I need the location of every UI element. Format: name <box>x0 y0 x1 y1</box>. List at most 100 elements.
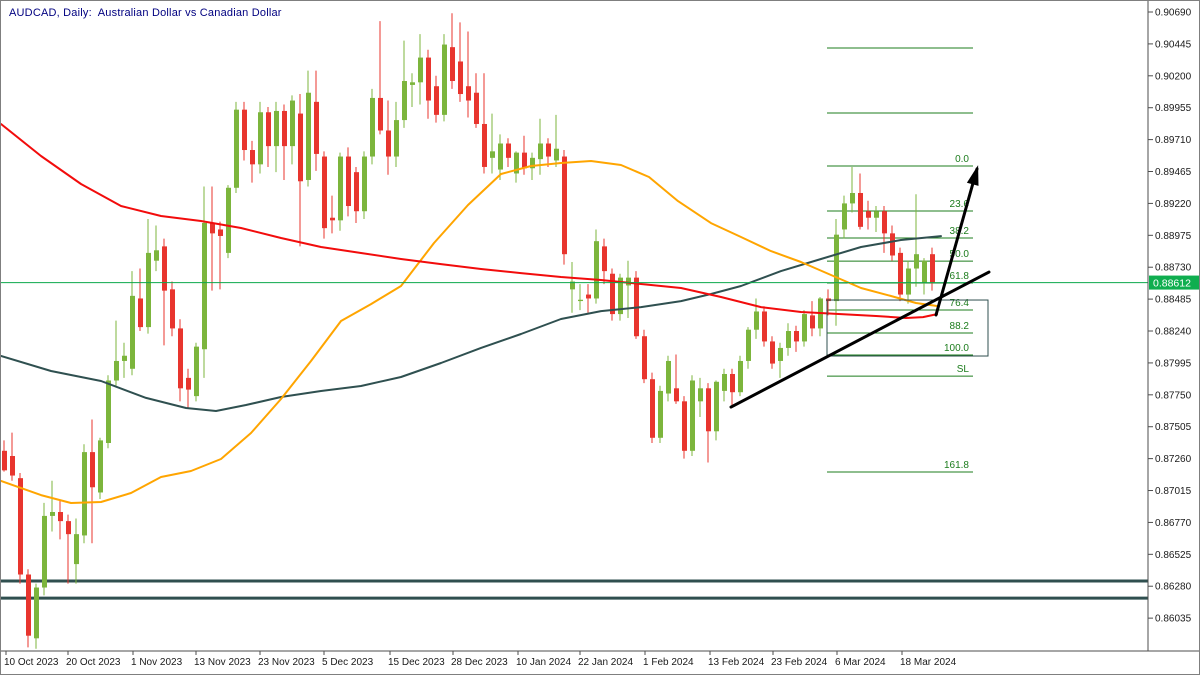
candle-bull <box>498 143 503 170</box>
candle-bull <box>442 44 447 115</box>
candle-bear <box>58 512 63 522</box>
candle-bear <box>26 574 31 636</box>
current-price-tag <box>1149 275 1199 290</box>
candle-bull <box>834 234 839 302</box>
price-axis-label: 0.90445 <box>1155 39 1192 50</box>
candle-bull <box>146 252 151 328</box>
candle-bull <box>50 512 55 516</box>
candle-bull <box>394 120 399 157</box>
candle-bear <box>706 388 711 432</box>
candle-bull <box>402 81 407 121</box>
candle-bull <box>690 380 695 451</box>
projection-arrow-line[interactable] <box>934 167 979 317</box>
candle-bear <box>18 478 23 575</box>
candle-bear <box>298 113 303 182</box>
price-axis-label: 0.90690 <box>1155 8 1192 19</box>
ma-red-line <box>1 123 938 319</box>
candle-bear <box>386 130 391 157</box>
candle-bull <box>194 346 199 397</box>
candle-bear <box>650 379 655 438</box>
candle-bear <box>506 143 511 158</box>
fib-level-label: 61.8 <box>950 271 970 282</box>
time-axis-label: 23 Nov 2023 <box>258 657 315 668</box>
candle-bull <box>786 331 791 348</box>
candle-bull <box>74 534 79 565</box>
candle-bear <box>186 377 191 390</box>
candle-bull <box>754 311 759 330</box>
projection-arrow-head <box>966 165 979 186</box>
candle-bull <box>106 380 111 443</box>
candle-bull <box>122 355 127 361</box>
fib-level-label: 23.6 <box>950 199 970 210</box>
candle-bull <box>338 156 343 221</box>
candle-bear <box>434 86 439 115</box>
candle-bull <box>626 277 631 286</box>
candle-bear <box>90 452 95 488</box>
price-axis-label: 0.88485 <box>1155 295 1192 306</box>
candle-bear <box>10 456 15 476</box>
candle-bull <box>258 112 263 165</box>
trendline[interactable] <box>729 270 991 409</box>
candle-bear <box>762 311 767 342</box>
candle-bull <box>538 143 543 160</box>
candle-bear <box>458 61 463 95</box>
candle-bull <box>418 57 423 83</box>
candle-bull <box>914 254 919 269</box>
price-axis-label: 0.86770 <box>1155 518 1192 529</box>
candle-bear <box>562 156 567 255</box>
candle-bear <box>346 156 351 207</box>
time-axis-label: 1 Nov 2023 <box>131 657 183 668</box>
candle-bear <box>354 172 359 212</box>
time-axis-label: 18 Mar 2024 <box>900 657 957 668</box>
price-axis-label: 0.89220 <box>1155 199 1192 210</box>
candle-bear <box>682 401 687 451</box>
candle-bull <box>130 295 135 369</box>
price-axis-label: 0.89710 <box>1155 135 1192 146</box>
time-axis-label: 1 Feb 2024 <box>643 657 694 668</box>
candle-bear <box>178 328 183 389</box>
time-axis-label: 23 Feb 2024 <box>771 657 828 668</box>
candle-bull <box>802 314 807 342</box>
candle-bear <box>450 47 455 82</box>
candle-bull <box>738 360 743 393</box>
price-axis-label: 0.87750 <box>1155 390 1192 401</box>
time-axis-label: 13 Nov 2023 <box>194 657 251 668</box>
candles-group <box>2 13 935 649</box>
candle-bear <box>282 110 287 147</box>
time-axis-label: 5 Dec 2023 <box>322 657 374 668</box>
candle-bear <box>330 217 335 221</box>
fib-level-label: 100.0 <box>944 343 969 354</box>
price-axis-label: 0.88975 <box>1155 231 1192 242</box>
price-axis-label: 0.89955 <box>1155 103 1192 114</box>
candle-bull <box>666 360 671 394</box>
candle-bull <box>514 152 519 174</box>
candle-bear <box>314 101 319 154</box>
candle-bear <box>546 143 551 157</box>
time-axis-label: 13 Feb 2024 <box>708 657 765 668</box>
candle-bull <box>42 515 47 588</box>
fib-level-label: 0.0 <box>955 154 969 165</box>
price-axis-label: 0.88240 <box>1155 327 1192 338</box>
fib-level-label: 161.8 <box>944 460 969 471</box>
candle-bear <box>66 521 71 535</box>
candle-bull <box>906 268 911 295</box>
candle-bear <box>930 254 935 283</box>
ma-teal-line <box>1 235 942 412</box>
candle-bull <box>274 110 279 147</box>
candle-bear <box>770 341 775 364</box>
chart-title: AUDCAD, Daily: Australian Dollar vs Cana… <box>9 7 282 19</box>
candle-bull <box>746 329 751 361</box>
candle-bull <box>154 250 159 261</box>
candle-bear <box>482 123 487 167</box>
candle-bull <box>410 82 415 85</box>
candle-bear <box>882 211 887 234</box>
candle-bear <box>610 273 615 315</box>
candle-bear <box>730 373 735 393</box>
candle-bear <box>674 388 679 402</box>
time-axis-label: 28 Dec 2023 <box>451 657 508 668</box>
price-axis-label: 0.86525 <box>1155 550 1192 561</box>
candle-bear <box>162 246 167 291</box>
candle-bull <box>82 452 87 536</box>
candle-bull <box>570 281 575 290</box>
